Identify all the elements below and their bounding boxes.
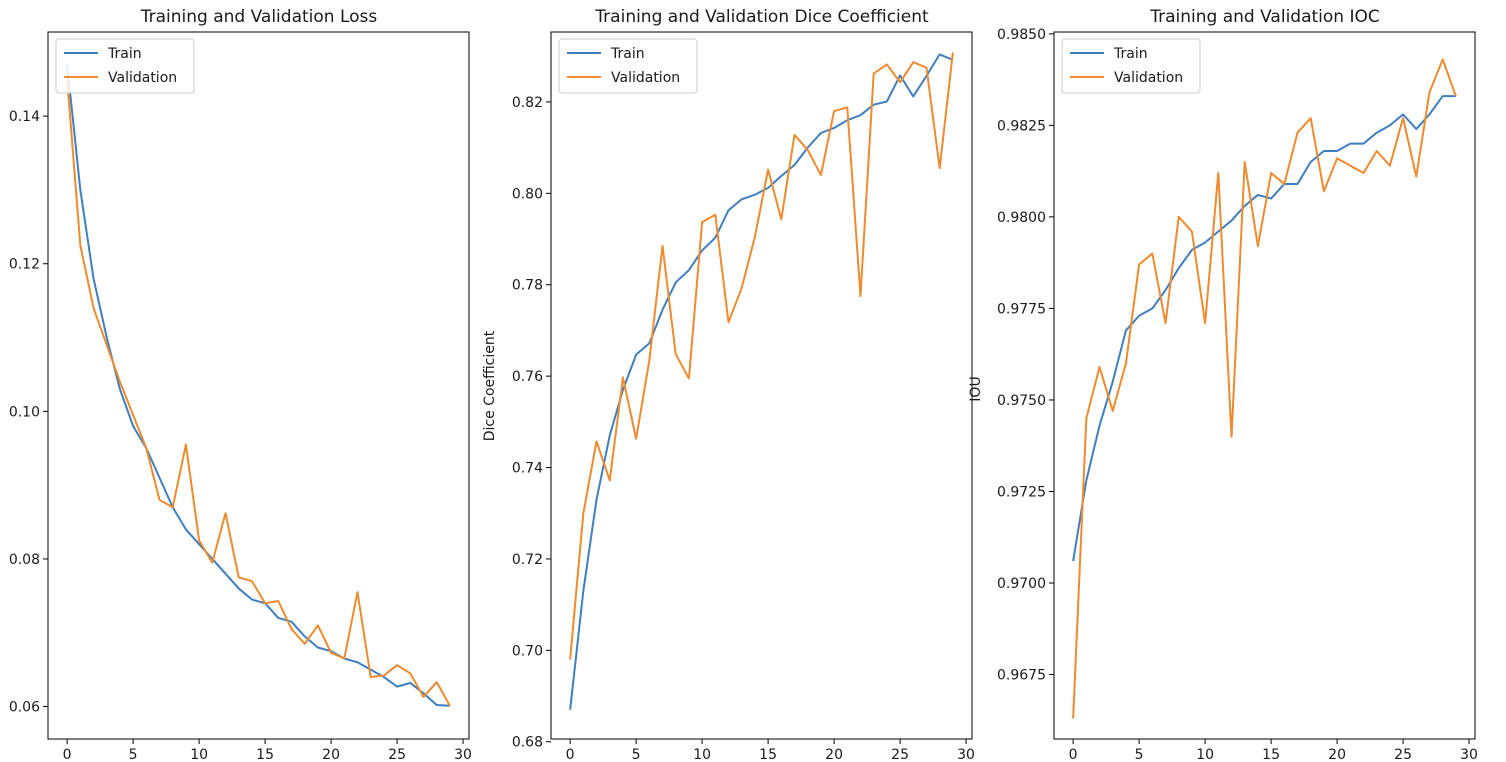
loss-chart-title: Training and Validation Loss: [140, 7, 378, 27]
ytick-label: 0.9750: [997, 393, 1046, 409]
dice-xtick-labels: 0 5 10 15 20 25 30: [566, 747, 975, 762]
xtick-label: 30: [454, 747, 472, 762]
iou-plot-frame: [1053, 31, 1476, 740]
iou-series-validation-line: [1072, 58, 1457, 719]
dice-series-train-line: [569, 53, 954, 710]
dice-ylabel: Dice Coefficient: [482, 330, 498, 441]
xtick-label: 0: [566, 747, 575, 762]
dice-chart-title: Training and Validation Dice Coefficient: [594, 7, 929, 27]
ytick-label: 0.9675: [997, 668, 1046, 684]
xtick-label: 30: [957, 747, 975, 762]
dice-ytick-labels: 0.68 0.70 0.72 0.74 0.76 0.78 0.80 0.82: [512, 95, 543, 751]
loss-ticks: [43, 115, 464, 744]
ytick-label: 0.74: [512, 461, 543, 477]
ytick-label: 0.06: [9, 700, 40, 716]
dice-ticks: [546, 101, 967, 744]
loss-series-validation-line: [66, 79, 451, 707]
xtick-label: 20: [1328, 747, 1346, 762]
ytick-label: 0.9700: [997, 576, 1046, 592]
xtick-label: 5: [1135, 747, 1144, 762]
iou-chart-title: Training and Validation IOC: [1149, 7, 1379, 27]
loss-panel: Training and Validation Loss 0.06 0.08 0…: [9, 7, 472, 762]
iou-ylabel: IOU: [968, 376, 984, 401]
ytick-label: 0.82: [512, 95, 543, 111]
ytick-label: 0.10: [9, 404, 40, 420]
ytick-label: 0.9725: [997, 484, 1046, 500]
ytick-label: 0.9775: [997, 301, 1046, 317]
xtick-label: 15: [1262, 747, 1280, 762]
xtick-label: 25: [1394, 747, 1412, 762]
ytick-label: 0.9850: [997, 27, 1046, 43]
loss-legend: Train Validation: [55, 38, 195, 94]
ytick-label: 0.78: [512, 278, 543, 294]
ytick-label: 0.9800: [997, 210, 1046, 226]
legend-label-train: Train: [610, 46, 645, 62]
ytick-label: 0.68: [512, 735, 543, 751]
legend-label-train: Train: [107, 46, 142, 62]
xtick-label: 5: [632, 747, 641, 762]
ytick-label: 0.76: [512, 369, 543, 385]
dice-plot-frame: [550, 31, 973, 740]
loss-xtick-labels: 0 5 10 15 20 25 30: [63, 747, 472, 762]
dice-legend: Train Validation: [558, 38, 698, 94]
legend-label-validation: Validation: [1114, 70, 1183, 86]
xtick-label: 10: [1196, 747, 1214, 762]
dice-panel: Training and Validation Dice Coefficient…: [482, 7, 975, 762]
legend-label-validation: Validation: [108, 70, 177, 86]
legend-label-train: Train: [1113, 46, 1148, 62]
dice-series-validation-line: [569, 52, 954, 660]
iou-ticks: [1049, 33, 1470, 744]
xtick-label: 15: [256, 747, 274, 762]
iou-xtick-labels: 0 5 10 15 20 25 30: [1069, 747, 1478, 762]
xtick-label: 25: [891, 747, 909, 762]
ytick-label: 0.72: [512, 552, 543, 568]
xtick-label: 0: [1069, 747, 1078, 762]
loss-plot-frame: [47, 31, 470, 740]
ytick-label: 0.9825: [997, 118, 1046, 134]
iou-panel: Training and Validation IOC IOU 0.9675 0…: [968, 7, 1478, 762]
xtick-label: 15: [759, 747, 777, 762]
iou-series-train-line: [1072, 95, 1456, 562]
ytick-label: 0.80: [512, 186, 543, 202]
loss-ytick-labels: 0.06 0.08 0.10 0.12 0.14: [9, 109, 40, 715]
legend-label-validation: Validation: [611, 70, 680, 86]
xtick-label: 10: [693, 747, 711, 762]
iou-legend: Train Validation: [1061, 38, 1201, 94]
ytick-label: 0.14: [9, 109, 40, 125]
xtick-label: 10: [190, 747, 208, 762]
xtick-label: 20: [825, 747, 843, 762]
iou-ytick-labels: 0.9675 0.9700 0.9725 0.9750 0.9775 0.980…: [997, 27, 1046, 684]
xtick-label: 30: [1460, 747, 1478, 762]
xtick-label: 25: [388, 747, 406, 762]
ytick-label: 0.08: [9, 552, 40, 568]
xtick-label: 20: [322, 747, 340, 762]
xtick-label: 5: [129, 747, 138, 762]
xtick-label: 0: [63, 747, 72, 762]
ytick-label: 0.70: [512, 643, 543, 659]
loss-series-train-line: [66, 64, 450, 707]
ytick-label: 0.12: [9, 257, 40, 273]
